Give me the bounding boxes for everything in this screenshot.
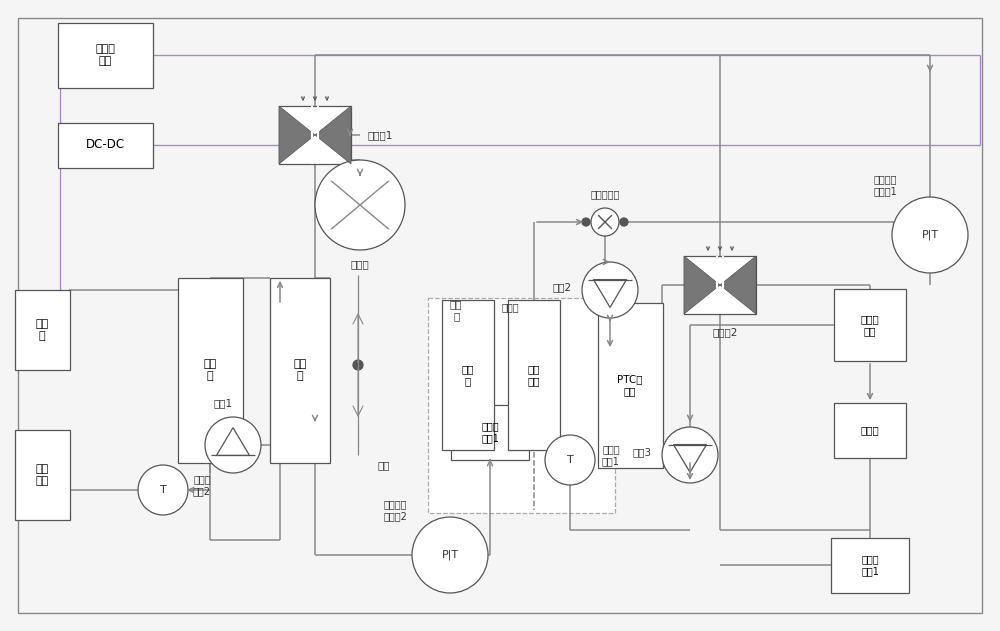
- Circle shape: [620, 218, 628, 226]
- Text: P|T: P|T: [441, 550, 459, 560]
- Text: DC-DC: DC-DC: [85, 138, 125, 151]
- Polygon shape: [720, 256, 756, 314]
- Text: 空调
箱: 空调 箱: [450, 299, 462, 321]
- Bar: [834, 403, 906, 457]
- Text: 温度压力
传感器1: 温度压力 传感器1: [873, 174, 897, 196]
- Circle shape: [138, 465, 188, 515]
- Bar: [58, 23, 152, 88]
- Bar: [14, 290, 70, 370]
- Text: 鼓风机: 鼓风机: [501, 302, 519, 312]
- Text: 比例三通阀: 比例三通阀: [590, 189, 620, 199]
- Text: 压缩机: 压缩机: [351, 259, 369, 269]
- Text: 水泵1: 水泵1: [214, 398, 233, 408]
- Bar: [178, 278, 242, 463]
- Text: 电子膨
胀阀1: 电子膨 胀阀1: [481, 422, 499, 443]
- Bar: [684, 256, 756, 314]
- Text: 板式换
热器: 板式换 热器: [861, 314, 879, 336]
- Text: T: T: [567, 455, 573, 465]
- Polygon shape: [279, 106, 315, 164]
- Circle shape: [205, 417, 261, 473]
- Bar: [831, 538, 909, 593]
- Text: T: T: [160, 485, 166, 495]
- Bar: [508, 300, 560, 450]
- Bar: [279, 106, 351, 164]
- Text: 温度传
感器2: 温度传 感器2: [193, 475, 211, 496]
- Bar: [270, 278, 330, 463]
- Text: 水泵2: 水泵2: [553, 282, 572, 292]
- Circle shape: [353, 360, 363, 370]
- Circle shape: [582, 218, 590, 226]
- Circle shape: [662, 427, 718, 483]
- Text: 整车控
制器: 整车控 制器: [95, 44, 115, 66]
- Text: 电子膨
胀阀1: 电子膨 胀阀1: [861, 554, 879, 576]
- Text: 换向阀2: 换向阀2: [712, 327, 738, 337]
- Text: 水泵3: 水泵3: [633, 447, 652, 457]
- Bar: [58, 122, 152, 167]
- Bar: [834, 289, 906, 361]
- Circle shape: [545, 435, 595, 485]
- Text: 温度压力
传感器2: 温度压力 传感器2: [383, 499, 407, 521]
- Circle shape: [412, 517, 488, 593]
- Text: 冷凝
器: 冷凝 器: [293, 359, 307, 380]
- Text: 蒸发
器: 蒸发 器: [462, 364, 474, 386]
- Text: 风扇: 风扇: [378, 460, 390, 470]
- Text: 温度传
感器1: 温度传 感器1: [602, 444, 620, 466]
- Text: 换向阀1: 换向阀1: [367, 130, 392, 140]
- Circle shape: [315, 160, 405, 250]
- Text: 液冷
芯体: 液冷 芯体: [528, 364, 540, 386]
- Bar: [451, 404, 529, 459]
- Bar: [598, 302, 662, 468]
- Bar: [442, 300, 494, 450]
- Text: P|T: P|T: [921, 230, 939, 240]
- Circle shape: [582, 262, 638, 318]
- Text: 电池组: 电池组: [861, 425, 879, 435]
- Bar: [14, 430, 70, 520]
- Text: 散热
器: 散热 器: [203, 359, 217, 380]
- Circle shape: [892, 197, 968, 273]
- Text: 充电
机: 充电 机: [35, 319, 49, 341]
- Text: 驱动
电机: 驱动 电机: [35, 464, 49, 486]
- Text: PTC加
热器: PTC加 热器: [617, 374, 643, 396]
- Polygon shape: [315, 106, 351, 164]
- Bar: [428, 298, 615, 513]
- Circle shape: [591, 208, 619, 236]
- Polygon shape: [684, 256, 720, 314]
